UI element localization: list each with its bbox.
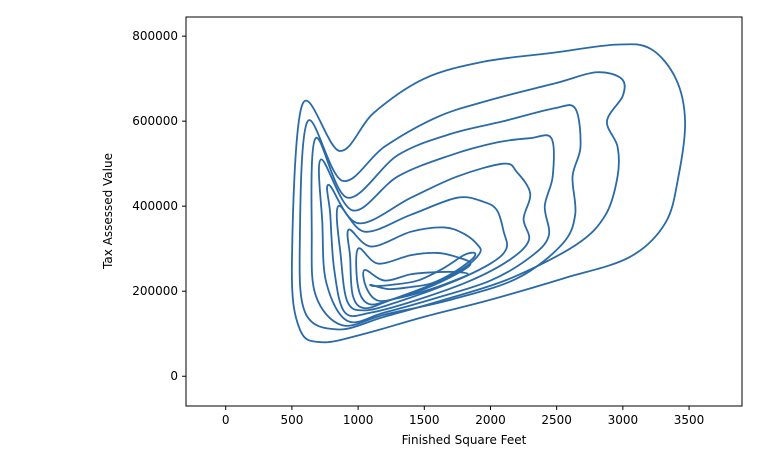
contour-lines [290, 43, 686, 344]
contour-level-5 [326, 162, 532, 318]
plot-frame [185, 16, 743, 407]
x-tick-label: 0 [222, 413, 230, 427]
x-tick-label: 1000 [343, 413, 374, 427]
contour-level-4 [318, 134, 555, 324]
y-tick-label: 200000 [132, 284, 178, 298]
contour-level-7 [346, 226, 482, 310]
x-axis-ticks: 0 500 1000 1500 2000 2500 3000 3500 [222, 406, 704, 427]
contour-level-8 [355, 247, 472, 306]
x-axis-label: Finished Square Feet [402, 433, 527, 447]
y-tick-label: 600000 [132, 114, 178, 128]
x-tick-label: 2000 [475, 413, 506, 427]
y-axis-ticks: 0 200000 400000 600000 800000 [132, 29, 186, 383]
y-tick-label: 0 [170, 369, 178, 383]
contour-level-1 [290, 43, 686, 344]
contour-level-10 [369, 251, 477, 291]
contour-level-6 [335, 196, 508, 312]
y-tick-label: 400000 [132, 199, 178, 213]
contour-level-3 [310, 104, 582, 327]
x-tick-label: 1500 [409, 413, 440, 427]
y-axis-label: Tax Assessed Value [101, 153, 115, 270]
x-tick-label: 3000 [608, 413, 639, 427]
x-tick-label: 500 [280, 413, 303, 427]
contour-level-9 [362, 269, 469, 303]
x-tick-label: 2500 [541, 413, 572, 427]
x-tick-label: 3500 [674, 413, 705, 427]
contour-level-2 [298, 71, 626, 331]
y-tick-label: 800000 [132, 29, 178, 43]
